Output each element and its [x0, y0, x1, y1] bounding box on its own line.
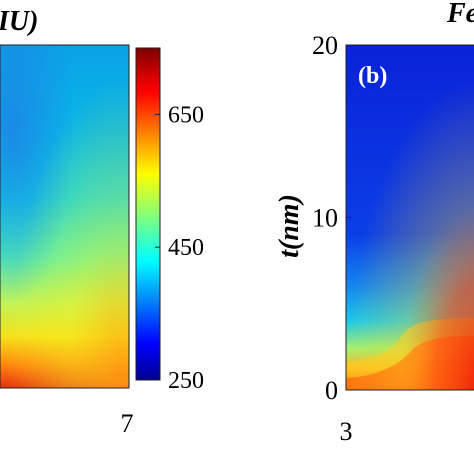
panel-b-heatmap: [346, 45, 474, 390]
panel-b-title-fragment: Fe: [446, 0, 474, 29]
colorbar-gradient: [136, 48, 160, 380]
panel-b-y-tick-label: 20: [312, 31, 338, 60]
panel-b-y-tick-label: 0: [325, 376, 338, 405]
panel-b-label: (b): [358, 63, 387, 89]
colorbar-tick-label: 650: [168, 102, 204, 128]
panel-b-y-ticks: 0 10 20: [312, 31, 351, 405]
panel-a-x-tick-label: 7: [121, 409, 134, 438]
panel-b-y-tick-label: 10: [312, 204, 338, 233]
panel-b-y-axis-label: t(nm): [274, 194, 305, 258]
colorbar-tick-label: 250: [168, 368, 204, 394]
panel-a-heatmap: [0, 45, 129, 388]
panel-a-warm-region: [0, 45, 129, 388]
panel-a-title-fragment: IU): [0, 6, 38, 37]
colorbar-tick-label: 450: [168, 235, 204, 261]
colorbar-frame: [135, 47, 161, 381]
colorbar-ticks: 250 450 650: [155, 102, 204, 394]
panel-b: Fe (b) t(nm) 0 10 20 3: [274, 0, 474, 446]
panel-a: IU) 7 250 450 650: [0, 6, 204, 438]
colorbar: 250 450 650: [135, 47, 204, 394]
panel-b-hot-region: [346, 45, 474, 390]
panel-a-frame: [0, 44, 130, 389]
panel-b-x-tick-label: 3: [340, 417, 353, 446]
